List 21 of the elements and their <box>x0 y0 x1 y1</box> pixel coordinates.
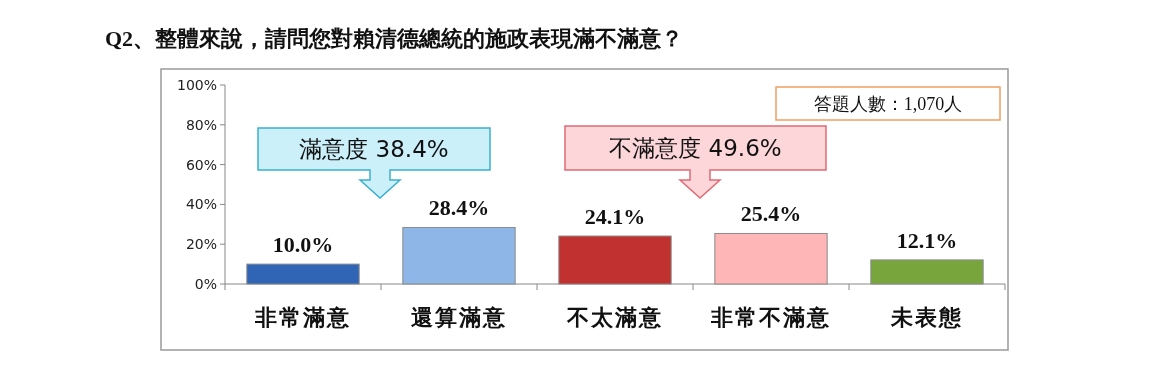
chart-title: Q2、整體來說，請問您對賴清德總統的施政表現滿不滿意？ <box>105 26 684 51</box>
x-tick-label: 未表態 <box>890 305 963 330</box>
y-tick-label: 40% <box>185 196 217 213</box>
data-label: 10.0% <box>272 232 334 258</box>
y-tick-label: 20% <box>185 236 217 253</box>
x-tick-label: 不太滿意 <box>566 305 663 330</box>
callout-box: 不滿意度 49.6% <box>564 125 827 199</box>
y-tick-label: 0% <box>194 275 217 292</box>
data-label: 12.1% <box>896 227 958 253</box>
annotation: 滿意度 38.4% <box>299 136 449 163</box>
data-label: 24.1% <box>584 204 646 230</box>
x-tick-label: 非常不滿意 <box>710 305 831 330</box>
annotation: 答題人數：1,070人 <box>813 94 963 115</box>
callout-box: 滿意度 38.4% <box>257 127 491 199</box>
annotation: 不滿意度 49.6% <box>609 135 782 162</box>
y-tick-label: 100% <box>176 76 217 93</box>
x-tick-label: 還算滿意 <box>411 305 507 330</box>
y-tick-label: 80% <box>185 116 217 133</box>
data-label: 25.4% <box>740 201 802 227</box>
y-tick-label: 60% <box>185 156 217 173</box>
x-tick-label: 非常滿意 <box>254 305 351 330</box>
